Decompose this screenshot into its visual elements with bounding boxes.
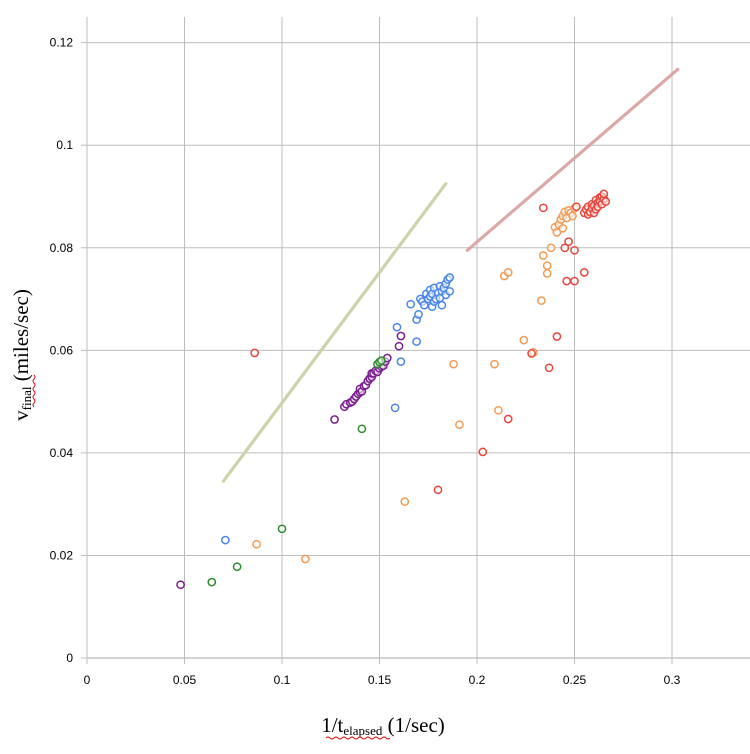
data-point bbox=[437, 300, 447, 310]
data-point bbox=[250, 348, 260, 358]
y-tick-label: 0.12 bbox=[50, 36, 74, 50]
data-point bbox=[433, 485, 443, 495]
trend-line bbox=[465, 67, 680, 252]
data-point bbox=[301, 554, 310, 564]
data-point bbox=[538, 203, 548, 213]
data-point bbox=[572, 202, 581, 212]
x-axis-title-sub: elapsed bbox=[343, 723, 382, 738]
data-point bbox=[445, 273, 455, 282]
data-point bbox=[390, 403, 400, 413]
data-point bbox=[552, 228, 562, 237]
y-axis-title: vfinal (miles/sec) bbox=[9, 289, 34, 421]
x-tick-label: 0.1 bbox=[274, 673, 291, 687]
data-point bbox=[221, 535, 230, 545]
data-point bbox=[599, 189, 609, 199]
data-point bbox=[392, 322, 402, 332]
x-title-spellcheck-underline bbox=[325, 736, 391, 740]
data-point bbox=[252, 539, 261, 549]
x-tick-label: 0 bbox=[84, 673, 91, 687]
data-point bbox=[527, 349, 536, 358]
y-tick-label: 0.06 bbox=[50, 343, 74, 357]
data-point bbox=[207, 577, 217, 587]
data-point bbox=[232, 562, 242, 572]
data-point bbox=[538, 251, 548, 260]
x-tick-label: 0.25 bbox=[563, 673, 587, 687]
data-point bbox=[494, 405, 503, 415]
y-tick-label: 0 bbox=[66, 651, 73, 665]
point-series bbox=[221, 273, 455, 545]
grid-lines bbox=[81, 17, 750, 664]
x-axis-title: 1/telapsed (1/sec) bbox=[321, 713, 445, 738]
y-axis-title-unit: (miles/sec) bbox=[9, 289, 33, 386]
data-point bbox=[394, 341, 404, 351]
data-point bbox=[560, 243, 570, 253]
x-axis-ticks: 0 0.05 0.1 0.15 0.2 0.25 0.3 bbox=[84, 673, 681, 687]
data-point bbox=[357, 424, 367, 434]
data-point bbox=[400, 497, 410, 506]
y-tick-label: 0.04 bbox=[50, 446, 74, 460]
point-series bbox=[250, 189, 611, 495]
data-point bbox=[503, 414, 513, 424]
y-axis-ticks: 0 0.02 0.04 0.06 0.08 0.1 0.12 bbox=[50, 36, 74, 665]
data-points bbox=[176, 189, 611, 590]
reference-lines bbox=[221, 67, 680, 483]
data-point bbox=[330, 415, 339, 424]
data-point bbox=[558, 223, 568, 233]
data-point bbox=[490, 359, 499, 369]
y-axis-title-sub: final bbox=[19, 386, 34, 410]
data-point bbox=[542, 269, 552, 278]
data-point bbox=[570, 276, 579, 286]
data-point bbox=[579, 268, 589, 277]
data-point bbox=[546, 243, 556, 253]
x-axis-title-main: 1/t bbox=[321, 713, 343, 737]
point-series bbox=[252, 203, 579, 564]
data-point bbox=[568, 211, 577, 221]
data-point bbox=[406, 299, 416, 309]
x-tick-label: 0.3 bbox=[664, 673, 681, 687]
data-point bbox=[396, 331, 406, 341]
point-series bbox=[207, 356, 386, 587]
y-axis-title-main: v bbox=[9, 410, 33, 421]
data-point bbox=[419, 300, 429, 310]
y-tick-label: 0.08 bbox=[50, 241, 74, 255]
y-tick-label: 0.1 bbox=[56, 138, 73, 152]
data-point bbox=[455, 420, 464, 430]
data-point bbox=[562, 276, 572, 286]
data-point bbox=[396, 357, 406, 366]
point-series bbox=[176, 331, 406, 590]
data-point bbox=[519, 335, 529, 345]
x-axis-title-unit: (1/sec) bbox=[382, 713, 444, 737]
data-point bbox=[542, 261, 552, 271]
data-point bbox=[445, 286, 455, 296]
y-tick-label: 0.02 bbox=[50, 548, 74, 562]
data-point bbox=[570, 245, 579, 255]
data-point bbox=[176, 580, 185, 590]
y-title-spellcheck-underline bbox=[32, 374, 36, 408]
data-point bbox=[564, 237, 573, 246]
data-point bbox=[412, 337, 421, 346]
x-tick-label: 0.2 bbox=[469, 673, 486, 687]
trend-line bbox=[221, 182, 448, 483]
data-point bbox=[277, 524, 287, 534]
data-point bbox=[601, 197, 611, 206]
data-point bbox=[503, 268, 513, 277]
x-tick-label: 0.15 bbox=[368, 673, 392, 687]
data-point bbox=[377, 356, 386, 365]
data-point bbox=[449, 359, 458, 369]
data-point bbox=[478, 447, 488, 457]
data-point bbox=[544, 363, 554, 373]
data-point bbox=[537, 296, 546, 305]
x-tick-label: 0.05 bbox=[173, 673, 197, 687]
data-point bbox=[414, 310, 423, 319]
data-point bbox=[552, 332, 562, 341]
